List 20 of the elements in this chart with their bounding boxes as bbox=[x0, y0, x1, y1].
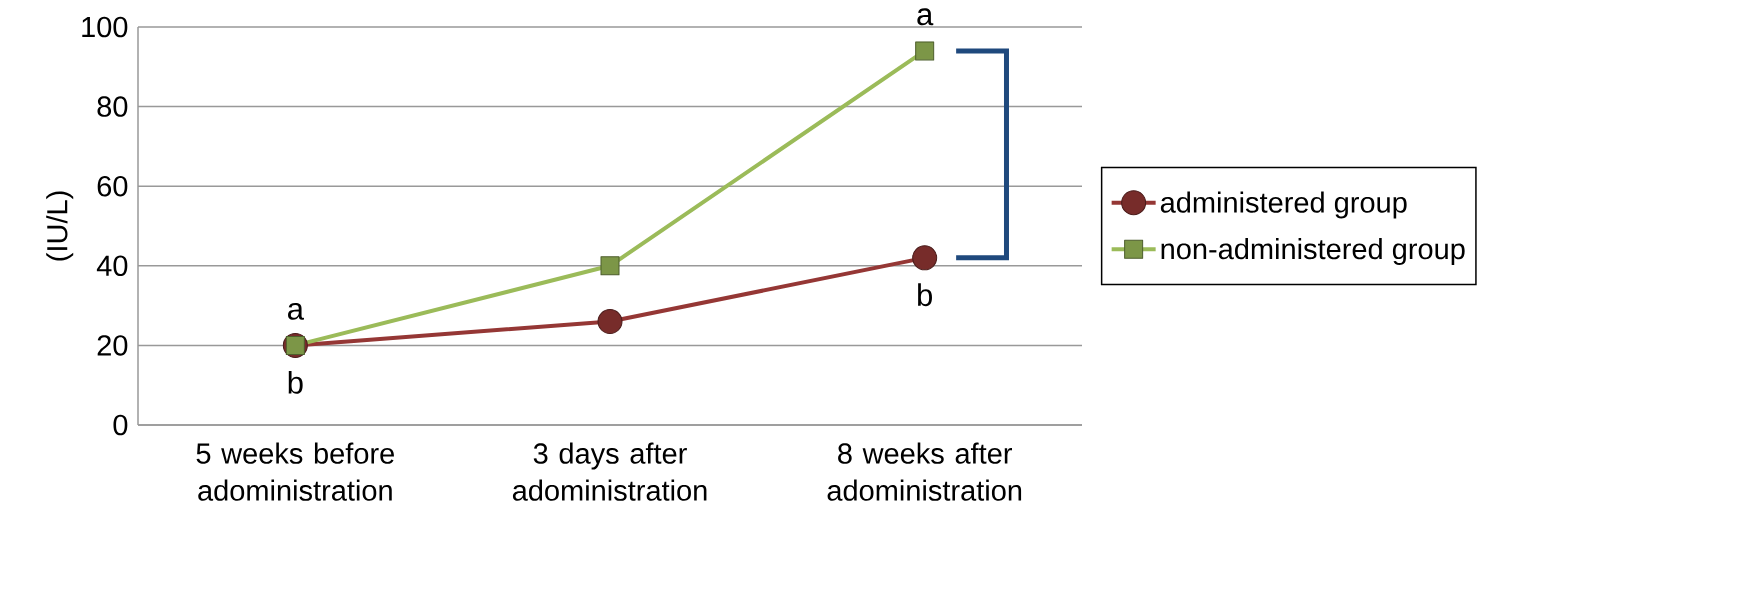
point bbox=[915, 41, 935, 61]
y-tick-label: 60 bbox=[97, 175, 128, 197]
legend-label: non-administered group bbox=[1161, 238, 1465, 266]
x-tick-label: 8 weeks after adoministration bbox=[827, 442, 1022, 501]
annotation: a bbox=[288, 302, 304, 320]
y-tick-label: 0 bbox=[113, 414, 128, 436]
annotation: b bbox=[918, 283, 932, 307]
legend-label: administered group bbox=[1160, 191, 1407, 219]
y-tick-label: 80 bbox=[97, 96, 128, 117]
annotation: a bbox=[917, 8, 934, 26]
annotation: b bbox=[288, 370, 303, 394]
y-tick-label: 20 bbox=[97, 335, 128, 356]
y-tick-label: 40 bbox=[96, 255, 128, 277]
y-axis-title: (IU/L) bbox=[46, 191, 74, 261]
point bbox=[597, 309, 623, 335]
y-tick-label: 100 bbox=[82, 16, 128, 38]
x-tick-label: 5 weeks before adoministration bbox=[196, 442, 394, 501]
x-tick-label: 3 days after adoministration bbox=[512, 442, 707, 501]
point bbox=[600, 256, 620, 276]
point bbox=[912, 245, 938, 271]
